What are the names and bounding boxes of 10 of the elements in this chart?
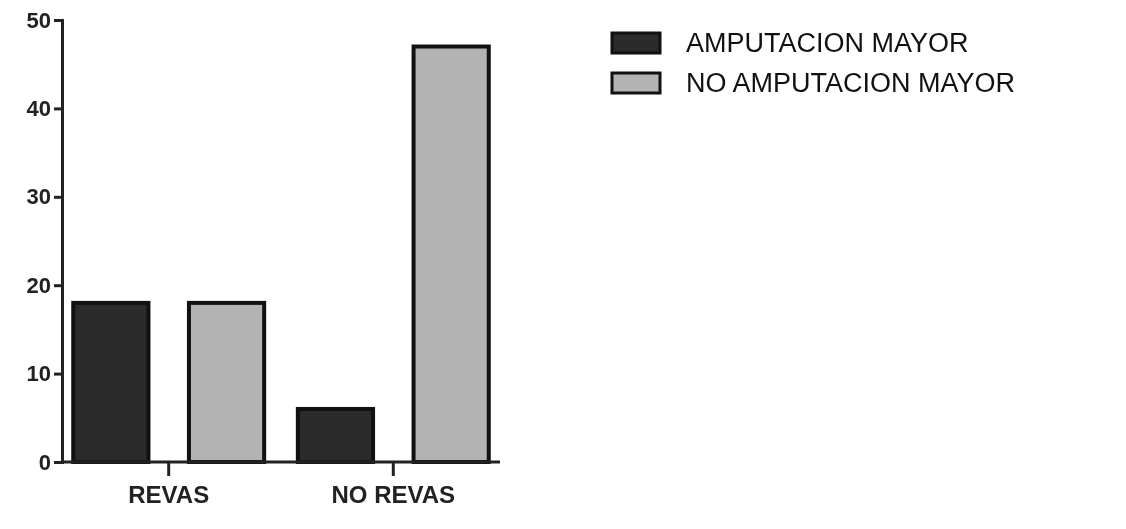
legend-label: AMPUTACION MAYOR xyxy=(686,28,969,58)
y-tick-label: 20 xyxy=(26,272,51,298)
y-tick-label: 0 xyxy=(38,449,51,475)
y-tick-label: 40 xyxy=(26,95,51,121)
y-tick-label: 10 xyxy=(26,361,51,387)
legend-label: NO AMPUTACION MAYOR xyxy=(686,68,1016,98)
x-tick-label: NO REVAS xyxy=(331,481,456,509)
x-tick-label: REVAS xyxy=(128,481,210,509)
y-tick-label: 50 xyxy=(26,7,51,33)
y-tick-label: 30 xyxy=(26,184,51,210)
